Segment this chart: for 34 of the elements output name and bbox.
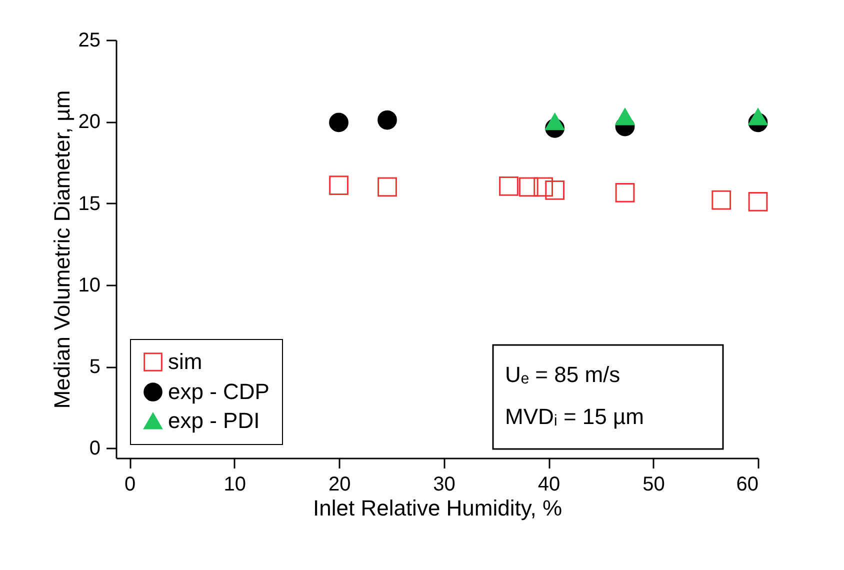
- y-tick-label: 10: [78, 274, 100, 296]
- point: [378, 110, 397, 130]
- legend-label: exp - PDI: [168, 408, 260, 433]
- point: [499, 176, 518, 196]
- point: [712, 190, 732, 210]
- annotation: MVDᵢ = 15 µm: [505, 404, 644, 429]
- point: [748, 108, 768, 126]
- legend-label: sim: [168, 349, 202, 374]
- x-tick-label: 60: [736, 474, 758, 496]
- x-tick-label: 50: [642, 474, 665, 496]
- annotation: Uₑ = 85 m/s: [505, 362, 620, 387]
- point: [329, 112, 348, 132]
- point: [545, 180, 565, 200]
- x-tick-label: 40: [538, 474, 560, 496]
- y-tick-label: 5: [89, 356, 100, 378]
- legend-label: exp - CDP: [168, 379, 270, 404]
- y-tick-label: 15: [78, 192, 100, 215]
- point: [518, 177, 538, 197]
- point: [378, 177, 397, 197]
- x-tick-label: 10: [224, 474, 246, 496]
- x-axis-title: Inlet Relative Humidity, %: [312, 496, 562, 520]
- point: [545, 113, 565, 130]
- x-tick-label: 30: [433, 474, 456, 496]
- x-tick-label: 20: [328, 474, 351, 496]
- x-tick-label: 0: [124, 474, 136, 496]
- y-tick-label: 25: [78, 30, 100, 52]
- y-tick-label: 0: [89, 438, 100, 460]
- y-axis-title: Median Volumetric Diameter, µm: [49, 90, 74, 409]
- point: [329, 176, 348, 196]
- y-tick-label: 20: [78, 111, 100, 134]
- point: [615, 108, 635, 126]
- point: [534, 177, 553, 197]
- point: [615, 182, 635, 202]
- point: [748, 192, 768, 212]
